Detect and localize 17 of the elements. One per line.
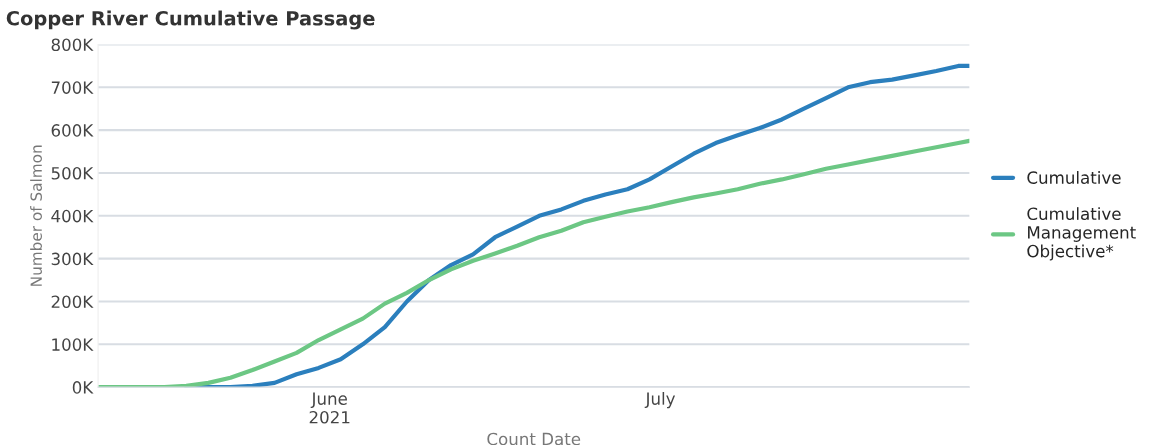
x-tick-label: June 2021 (309, 392, 350, 424)
y-tick-label: 0K (72, 381, 94, 394)
legend-label: Cumulative (1027, 171, 1121, 184)
x-tick-label: July (644, 392, 676, 409)
legend-label: Cumulative Management Objective* (1027, 207, 1136, 261)
y-tick-label: 800K (51, 38, 94, 52)
line-series (98, 138, 970, 388)
y-tick-label: 700K (51, 81, 94, 94)
y-tick-label: 400K (51, 209, 94, 223)
y-tick-label: 600K (51, 124, 94, 137)
chart-title: Copper River Cumulative Passage (6, 10, 375, 30)
y-tick-label: 100K (52, 338, 94, 351)
y-axis-title: Number of Salmon (30, 145, 42, 286)
y-tick-label: 300K (51, 252, 94, 266)
y-tick-label: 200K (51, 295, 94, 309)
y-tick-label: 500K (51, 166, 94, 180)
x-axis-title: Count Date (487, 432, 581, 445)
